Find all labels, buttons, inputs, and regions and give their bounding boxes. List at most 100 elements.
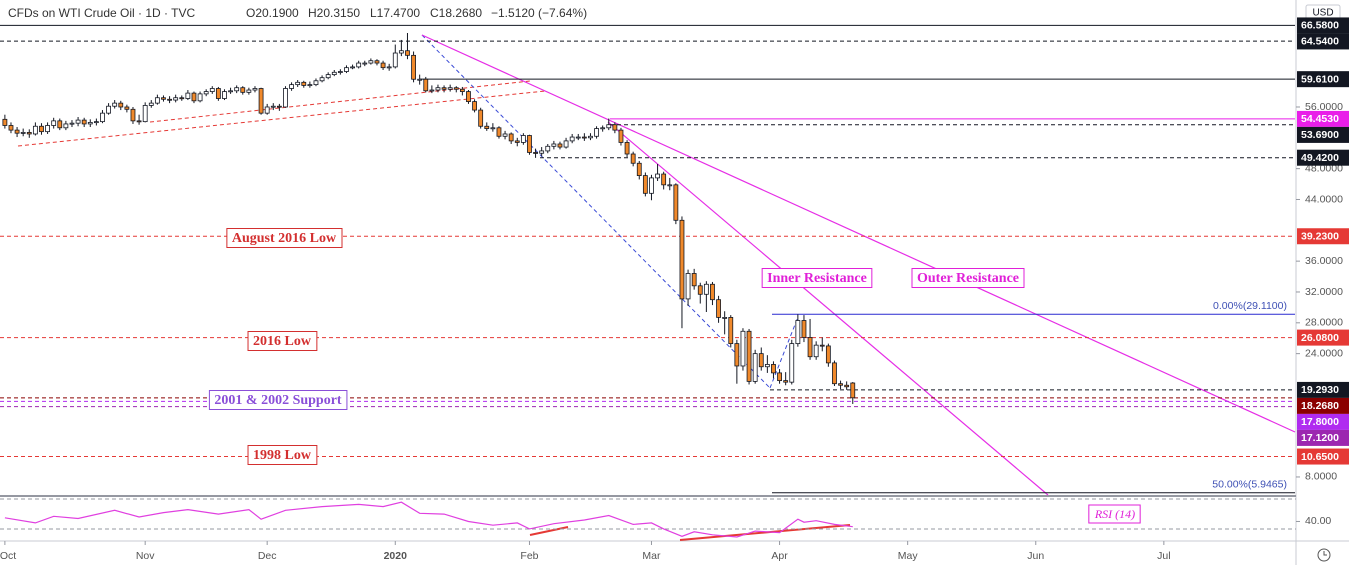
candle-body xyxy=(575,136,581,139)
level-label: 10.6500 xyxy=(1301,451,1339,463)
candle-body xyxy=(289,84,294,89)
candle-body xyxy=(630,153,636,164)
candle-body xyxy=(594,128,599,137)
level-label: 66.5800 xyxy=(1301,20,1339,32)
candle-body xyxy=(405,50,410,56)
level-label: 49.4200 xyxy=(1301,152,1339,164)
x-tick-label: 2020 xyxy=(384,550,408,562)
annotation: 2016 Low xyxy=(253,334,312,349)
candle-body xyxy=(106,105,111,114)
ohlc-high: H20.3150 xyxy=(308,6,360,20)
candle-body xyxy=(679,219,685,300)
annotation-box xyxy=(1088,504,1141,524)
x-tick-label: Oct xyxy=(0,550,16,562)
candle-body xyxy=(112,102,118,107)
y-tick-label: 44.0000 xyxy=(1305,193,1343,205)
candle-body xyxy=(392,52,398,68)
level-label-box xyxy=(1297,126,1349,143)
candle-body xyxy=(740,330,746,367)
candle-body xyxy=(161,97,166,100)
settings-icon[interactable] xyxy=(1317,548,1331,562)
candle-body xyxy=(295,81,301,86)
candle-body xyxy=(148,102,154,106)
candle-body xyxy=(252,88,258,91)
level-label-box xyxy=(1297,329,1349,346)
level-label-box xyxy=(1297,149,1349,166)
candle-body xyxy=(746,330,752,382)
level-label: 17.1200 xyxy=(1301,432,1339,444)
settings-icon-hand xyxy=(1323,551,1327,556)
candle-body xyxy=(264,106,270,114)
candle-body xyxy=(581,136,587,139)
candle-body xyxy=(319,77,325,82)
candle-body xyxy=(606,124,612,129)
candle-body xyxy=(447,87,453,90)
annotation-box xyxy=(247,331,318,351)
candle-body xyxy=(453,87,459,90)
annotation: 1998 Low xyxy=(253,448,312,463)
level-label-box xyxy=(1297,429,1349,446)
candle-body xyxy=(728,317,734,345)
candle-body xyxy=(636,162,642,176)
fib-label: 0.00%(29.1100) xyxy=(1213,300,1287,312)
candle-body xyxy=(758,353,764,368)
candle-body xyxy=(398,50,404,54)
level-label: 39.2300 xyxy=(1301,231,1339,243)
level-label-box xyxy=(1297,33,1349,50)
fib-trendline xyxy=(769,316,799,389)
candle-body xyxy=(258,88,264,114)
inner-resistance-line xyxy=(607,121,1049,496)
candle-body xyxy=(649,177,654,194)
candle-body xyxy=(362,62,368,65)
candle-body xyxy=(423,78,429,92)
level-label-box xyxy=(1297,228,1349,245)
candle-body xyxy=(789,343,795,383)
candle-body xyxy=(520,135,526,143)
candle-body xyxy=(551,143,557,147)
candle-body xyxy=(45,125,50,133)
candle-body xyxy=(14,129,20,134)
candle-body xyxy=(429,89,435,92)
candle-body xyxy=(807,337,813,358)
x-tick-label: Mar xyxy=(642,550,661,562)
candle-body xyxy=(618,129,624,143)
candle-body xyxy=(411,54,416,80)
candle-body xyxy=(222,91,227,99)
candle-body xyxy=(697,285,703,295)
candle-body xyxy=(624,142,630,155)
candle-body xyxy=(301,81,307,86)
level-label-box xyxy=(1297,413,1349,430)
candle-body xyxy=(661,173,667,186)
ohlc-change: −1.5120 (−7.64%) xyxy=(491,6,587,20)
candle-body xyxy=(75,119,81,124)
candle-body xyxy=(32,125,38,135)
candle-body xyxy=(386,66,392,69)
level-label-box xyxy=(1297,17,1349,34)
candle-body xyxy=(801,320,807,338)
candle-body xyxy=(825,345,831,364)
ohlc-close: C18.2680 xyxy=(430,6,482,20)
candle-body xyxy=(26,132,32,135)
chart-title: CFDs on WTI Crude Oil · 1D · TVC xyxy=(8,6,195,20)
candle-body xyxy=(246,89,252,93)
candle-body xyxy=(563,140,569,148)
candle-body xyxy=(600,127,606,130)
annotation-box xyxy=(247,445,318,465)
x-tick-label: Feb xyxy=(520,550,538,562)
candle-body xyxy=(844,384,850,388)
y-tick-label: 8.0000 xyxy=(1305,471,1337,483)
candle-body xyxy=(435,87,441,91)
level-label: 59.6100 xyxy=(1301,73,1339,85)
candle-body xyxy=(81,119,87,125)
candle-body xyxy=(612,124,618,131)
rsi-divergence-line xyxy=(529,526,569,536)
annotation-box xyxy=(226,228,343,248)
candle-body xyxy=(703,283,709,295)
candle-body xyxy=(203,91,209,95)
candle-body xyxy=(173,97,179,101)
candle-body xyxy=(667,184,673,187)
candle-body xyxy=(63,123,69,129)
candle-body xyxy=(215,88,221,99)
currency: USD xyxy=(1312,8,1333,19)
annotation-box xyxy=(911,268,1025,288)
